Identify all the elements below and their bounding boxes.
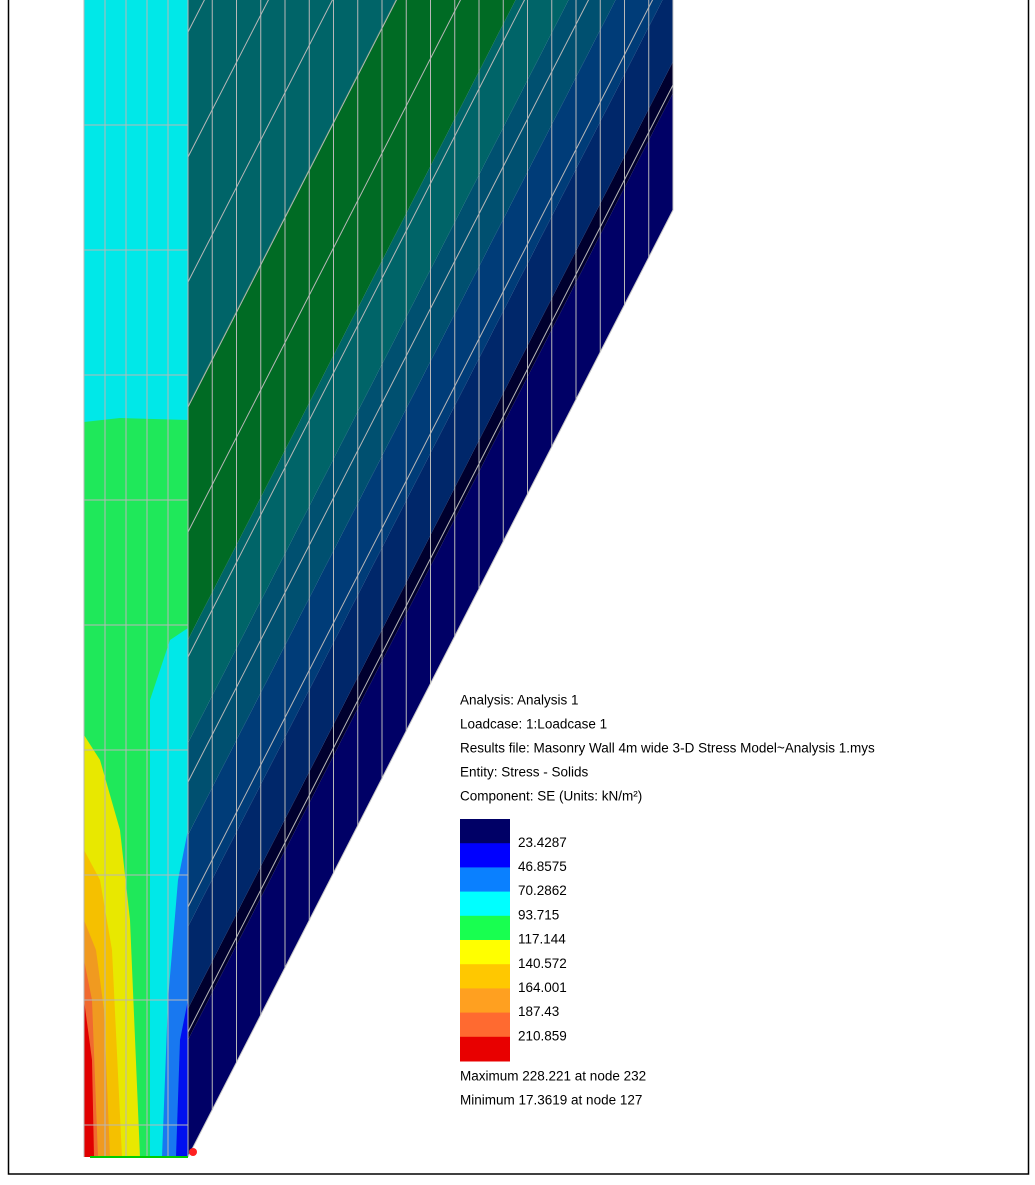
legend-label: 93.715 — [518, 907, 559, 922]
legend-swatch — [460, 1013, 510, 1038]
left-face — [84, 0, 188, 1157]
legend-swatch — [460, 916, 510, 941]
legend-swatch — [460, 940, 510, 965]
maximum: Maximum 228.221 at node 232 — [460, 1069, 646, 1084]
legend-label: 210.859 — [518, 1028, 567, 1043]
legend-swatch — [460, 867, 510, 892]
legend-label: 23.4287 — [518, 835, 567, 850]
minimum: Minimum 17.3619 at node 127 — [460, 1093, 642, 1108]
info-line: Results file: Masonry Wall 4m wide 3-D S… — [460, 741, 875, 756]
legend-swatch — [460, 1037, 510, 1062]
info-line: Entity: Stress - Solids — [460, 765, 589, 780]
viewport: Analysis: Analysis 1 Loadcase: 1:Loadcas… — [0, 0, 1035, 1180]
legend-label: 140.572 — [518, 956, 567, 971]
page: Analysis: Analysis 1 Loadcase: 1:Loadcas… — [0, 0, 1035, 1180]
info-line: Loadcase: 1:Loadcase 1 — [460, 717, 607, 732]
origin — [189, 1148, 197, 1156]
legend-swatch — [460, 988, 510, 1013]
legend-swatch — [460, 892, 510, 917]
legend-label: 164.001 — [518, 980, 567, 995]
info-line: Analysis: Analysis 1 — [460, 693, 579, 708]
legend-label: 70.2862 — [518, 883, 567, 898]
legend-swatch — [460, 819, 510, 844]
legend-label: 187.43 — [518, 1004, 559, 1019]
legend-swatch — [460, 964, 510, 989]
legend-label: 117.144 — [518, 932, 566, 947]
legend-label: 46.8575 — [518, 859, 567, 874]
legend-swatch — [460, 843, 510, 868]
info-line: Component: SE (Units: kN/m²) — [460, 789, 642, 804]
